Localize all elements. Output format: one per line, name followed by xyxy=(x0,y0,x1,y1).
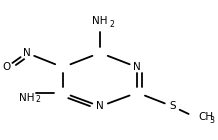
Text: S: S xyxy=(169,101,176,111)
Text: O: O xyxy=(2,62,10,72)
Text: NH: NH xyxy=(19,93,34,103)
Text: N: N xyxy=(23,48,31,58)
Text: N: N xyxy=(133,62,141,72)
Text: NH: NH xyxy=(92,16,108,26)
Text: CH: CH xyxy=(198,112,213,122)
Text: 3: 3 xyxy=(210,116,215,125)
Text: 2: 2 xyxy=(36,95,41,104)
Text: N: N xyxy=(96,101,104,111)
Text: 2: 2 xyxy=(109,20,114,29)
